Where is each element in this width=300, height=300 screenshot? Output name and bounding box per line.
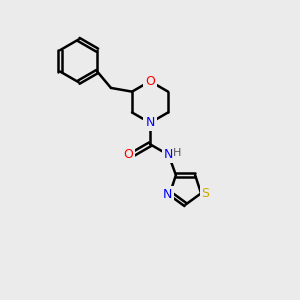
Text: O: O [123, 148, 133, 161]
Text: H: H [173, 148, 181, 158]
Text: N: N [162, 188, 172, 201]
Text: N: N [164, 148, 173, 161]
Text: S: S [202, 187, 209, 200]
Text: N: N [146, 116, 155, 129]
Text: O: O [145, 75, 155, 88]
